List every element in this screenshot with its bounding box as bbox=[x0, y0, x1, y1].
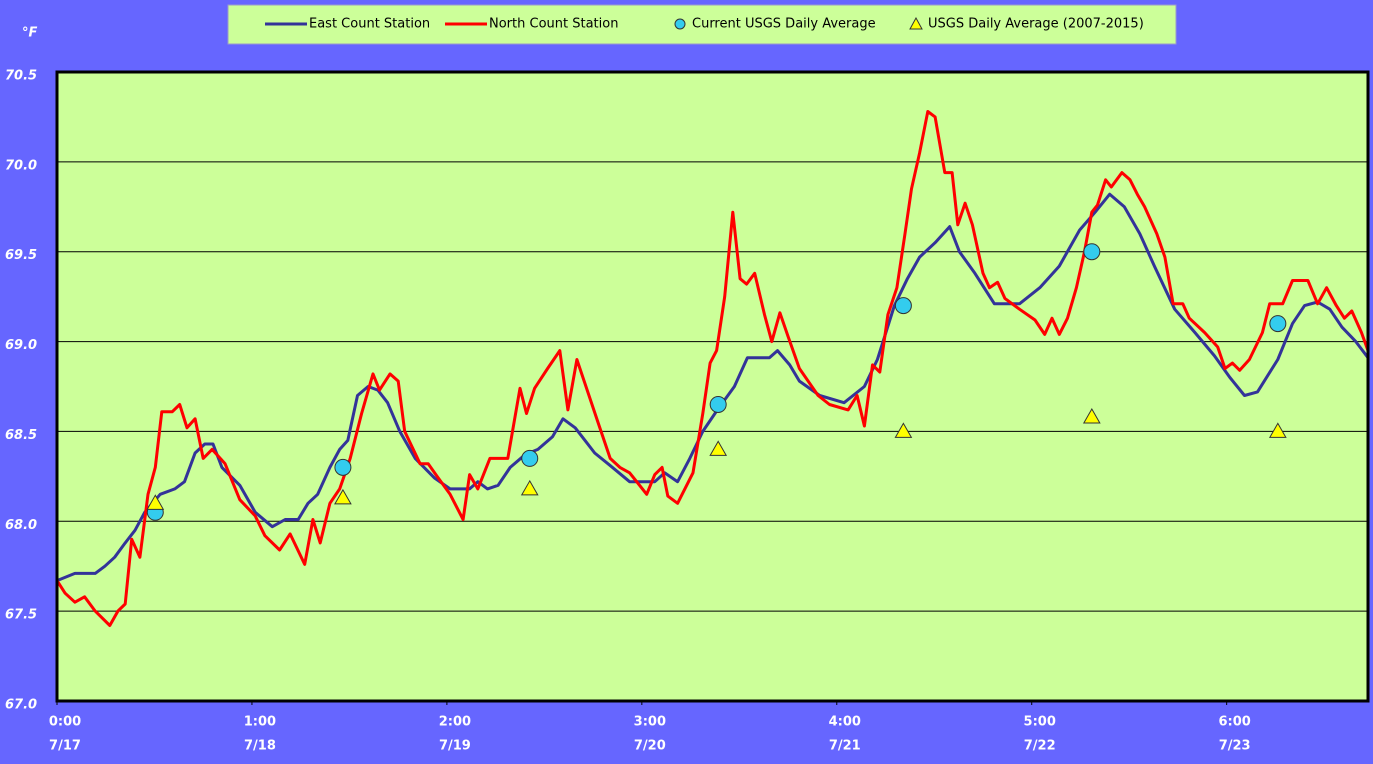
x-tick-label: 1:00 bbox=[244, 715, 276, 730]
x-tick-date: 7/20 bbox=[634, 739, 666, 754]
x-tick-label: 4:00 bbox=[829, 715, 861, 730]
legend-swatch bbox=[674, 18, 686, 30]
x-tick-date: 7/21 bbox=[829, 739, 861, 754]
x-tick-label: 0:00 bbox=[49, 715, 81, 730]
y-tick-label: 68.0 bbox=[5, 518, 37, 533]
x-tick-date: 7/18 bbox=[244, 739, 276, 754]
x-tick-date: 7/17 bbox=[49, 739, 81, 754]
y-tick-label: 69.0 bbox=[5, 338, 37, 353]
series-line bbox=[56, 192, 1370, 582]
triangle-marker bbox=[146, 494, 165, 510]
triangle-marker bbox=[709, 440, 728, 456]
legend-swatch bbox=[909, 16, 923, 30]
plot-area bbox=[57, 72, 1368, 701]
circle-marker bbox=[334, 458, 352, 476]
x-tick-label: 5:00 bbox=[1024, 715, 1056, 730]
triangle-marker bbox=[334, 488, 352, 505]
y-tick-label: 68.5 bbox=[5, 428, 37, 443]
y-tick-label: 70.0 bbox=[5, 158, 37, 173]
y-tick-label: 70.5 bbox=[5, 69, 37, 84]
legend-box bbox=[227, 4, 1177, 45]
triangle-marker bbox=[520, 479, 539, 496]
circle-marker bbox=[894, 297, 912, 315]
x-tick-label: 2:00 bbox=[439, 715, 471, 730]
x-tick-label: 3:00 bbox=[634, 715, 666, 730]
x-tick-date: 7/22 bbox=[1024, 739, 1056, 754]
triangle-marker bbox=[1082, 408, 1101, 424]
y-tick-label: 69.5 bbox=[5, 248, 37, 263]
x-tick-date: 7/23 bbox=[1219, 739, 1251, 754]
circle-marker bbox=[521, 449, 539, 467]
plot-border bbox=[55, 70, 1370, 703]
legend-label: USGS Daily Average (2007-2015) bbox=[928, 17, 1144, 32]
x-tick-label: 6:00 bbox=[1218, 715, 1250, 730]
y-unit: °F bbox=[22, 26, 38, 41]
y-tick-label: 67.5 bbox=[5, 608, 37, 623]
triangle-marker bbox=[894, 422, 913, 438]
circle-marker bbox=[709, 395, 727, 413]
legend-label: East Count Station bbox=[309, 17, 430, 32]
circle-marker bbox=[1269, 315, 1287, 333]
x-tick-date: 7/19 bbox=[439, 739, 471, 754]
triangle-marker bbox=[1268, 422, 1287, 438]
legend-label: North Count Station bbox=[489, 17, 618, 32]
y-tick-label: 67.0 bbox=[5, 698, 37, 713]
legend-label: Current USGS Daily Average bbox=[692, 17, 876, 32]
series-line bbox=[55, 110, 1370, 627]
circle-marker bbox=[1083, 243, 1101, 261]
